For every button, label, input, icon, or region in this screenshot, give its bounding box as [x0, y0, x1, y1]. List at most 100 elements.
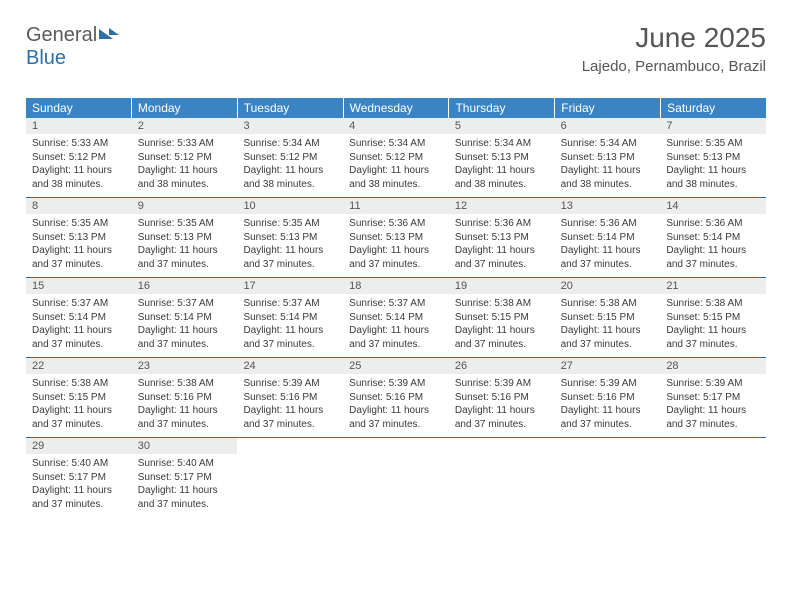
sunrise-text: Sunrise: 5:34 AM	[561, 137, 655, 151]
day-body: Sunrise: 5:34 AMSunset: 5:12 PMDaylight:…	[343, 137, 449, 191]
day-header: Thursday	[449, 98, 555, 118]
daylight-text: Daylight: 11 hours and 37 minutes.	[138, 324, 232, 351]
daylight-text: Daylight: 11 hours and 37 minutes.	[455, 244, 549, 271]
sunset-text: Sunset: 5:16 PM	[243, 391, 337, 405]
calendar-day: ..	[449, 438, 555, 517]
day-body: Sunrise: 5:37 AMSunset: 5:14 PMDaylight:…	[26, 297, 132, 351]
day-number: 1	[26, 118, 132, 134]
daylight-text: Daylight: 11 hours and 37 minutes.	[455, 404, 549, 431]
sunset-text: Sunset: 5:16 PM	[561, 391, 655, 405]
daylight-text: Daylight: 11 hours and 37 minutes.	[666, 244, 760, 271]
calendar-day: 17Sunrise: 5:37 AMSunset: 5:14 PMDayligh…	[237, 278, 343, 357]
calendar-day: 20Sunrise: 5:38 AMSunset: 5:15 PMDayligh…	[555, 278, 661, 357]
calendar-day: ..	[555, 438, 661, 517]
calendar-weeks: 1Sunrise: 5:33 AMSunset: 5:12 PMDaylight…	[26, 118, 766, 517]
day-number: 18	[343, 278, 449, 294]
day-number: 21	[660, 278, 766, 294]
daylight-text: Daylight: 11 hours and 37 minutes.	[666, 324, 760, 351]
calendar-day: 23Sunrise: 5:38 AMSunset: 5:16 PMDayligh…	[132, 358, 238, 437]
sunset-text: Sunset: 5:14 PM	[32, 311, 126, 325]
day-body: Sunrise: 5:38 AMSunset: 5:15 PMDaylight:…	[660, 297, 766, 351]
sunrise-text: Sunrise: 5:39 AM	[455, 377, 549, 391]
brand-word-2: Blue	[26, 47, 66, 69]
sunrise-text: Sunrise: 5:34 AM	[349, 137, 443, 151]
sunrise-text: Sunrise: 5:35 AM	[666, 137, 760, 151]
day-body: Sunrise: 5:36 AMSunset: 5:14 PMDaylight:…	[660, 217, 766, 271]
sunset-text: Sunset: 5:12 PM	[32, 151, 126, 165]
calendar-week: 8Sunrise: 5:35 AMSunset: 5:13 PMDaylight…	[26, 198, 766, 278]
calendar-day: 29Sunrise: 5:40 AMSunset: 5:17 PMDayligh…	[26, 438, 132, 517]
daylight-text: Daylight: 11 hours and 37 minutes.	[561, 324, 655, 351]
sunset-text: Sunset: 5:13 PM	[32, 231, 126, 245]
calendar-day: 21 Sunrise: 5:38 AMSunset: 5:15 PMDayligh…	[660, 278, 766, 357]
calendar: Sunday Monday Tuesday Wednesday Thursday…	[26, 98, 766, 517]
daylight-text: Daylight: 11 hours and 38 minutes.	[561, 164, 655, 191]
brand-triangle-icon-small	[109, 28, 119, 35]
daylight-text: Daylight: 11 hours and 38 minutes.	[138, 164, 232, 191]
sunset-text: Sunset: 5:17 PM	[666, 391, 760, 405]
sunrise-text: Sunrise: 5:39 AM	[561, 377, 655, 391]
daylight-text: Daylight: 11 hours and 38 minutes.	[243, 164, 337, 191]
day-body: Sunrise: 5:38 AMSunset: 5:16 PMDaylight:…	[132, 377, 238, 431]
daylight-text: Daylight: 11 hours and 37 minutes.	[32, 324, 126, 351]
sunrise-text: Sunrise: 5:38 AM	[455, 297, 549, 311]
daylight-text: Daylight: 11 hours and 37 minutes.	[561, 404, 655, 431]
sunrise-text: Sunrise: 5:38 AM	[666, 297, 760, 311]
sunset-text: Sunset: 5:13 PM	[349, 231, 443, 245]
daylight-text: Daylight: 11 hours and 37 minutes.	[32, 404, 126, 431]
sunset-text: Sunset: 5:15 PM	[455, 311, 549, 325]
day-number: 15	[26, 278, 132, 294]
calendar-day: 1Sunrise: 5:33 AMSunset: 5:12 PMDaylight…	[26, 118, 132, 197]
sunset-text: Sunset: 5:13 PM	[455, 231, 549, 245]
daylight-text: Daylight: 11 hours and 37 minutes.	[349, 324, 443, 351]
day-number: 9	[132, 198, 238, 214]
day-number: 13	[555, 198, 661, 214]
day-header: Sunday	[26, 98, 132, 118]
calendar-day: 22Sunrise: 5:38 AMSunset: 5:15 PMDayligh…	[26, 358, 132, 437]
sunrise-text: Sunrise: 5:35 AM	[32, 217, 126, 231]
brand-logo: General Blue	[26, 24, 119, 70]
sunset-text: Sunset: 5:14 PM	[561, 231, 655, 245]
calendar-week: 1Sunrise: 5:33 AMSunset: 5:12 PMDaylight…	[26, 118, 766, 198]
day-number: 6	[555, 118, 661, 134]
day-body: Sunrise: 5:33 AMSunset: 5:12 PMDaylight:…	[132, 137, 238, 191]
sunrise-text: Sunrise: 5:40 AM	[32, 457, 126, 471]
day-number: 30	[132, 438, 238, 454]
calendar-day: 8Sunrise: 5:35 AMSunset: 5:13 PMDaylight…	[26, 198, 132, 277]
daylight-text: Daylight: 11 hours and 38 minutes.	[455, 164, 549, 191]
daylight-text: Daylight: 11 hours and 37 minutes.	[32, 244, 126, 271]
daylight-text: Daylight: 11 hours and 37 minutes.	[243, 244, 337, 271]
day-number: 17	[237, 278, 343, 294]
day-body: Sunrise: 5:39 AMSunset: 5:16 PMDaylight:…	[237, 377, 343, 431]
calendar-day: 12Sunrise: 5:36 AMSunset: 5:13 PMDayligh…	[449, 198, 555, 277]
day-number: 22	[26, 358, 132, 374]
sunrise-text: Sunrise: 5:37 AM	[32, 297, 126, 311]
day-number: 20	[555, 278, 661, 294]
day-number: 16	[132, 278, 238, 294]
day-number: 24	[237, 358, 343, 374]
daylight-text: Daylight: 11 hours and 37 minutes.	[561, 244, 655, 271]
day-number: 10	[237, 198, 343, 214]
day-body: Sunrise: 5:38 AMSunset: 5:15 PMDaylight:…	[449, 297, 555, 351]
sunset-text: Sunset: 5:14 PM	[666, 231, 760, 245]
calendar-day: 13Sunrise: 5:36 AMSunset: 5:14 PMDayligh…	[555, 198, 661, 277]
daylight-text: Daylight: 11 hours and 37 minutes.	[138, 404, 232, 431]
page-title: June 2025	[582, 22, 766, 54]
calendar-day: 27 Sunrise: 5:39 AMSunset: 5:16 PMDayligh…	[555, 358, 661, 437]
sunrise-text: Sunrise: 5:33 AM	[138, 137, 232, 151]
daylight-text: Daylight: 11 hours and 38 minutes.	[32, 164, 126, 191]
daylight-text: Daylight: 11 hours and 38 minutes.	[666, 164, 760, 191]
calendar-day: ..	[343, 438, 449, 517]
sunrise-text: Sunrise: 5:39 AM	[243, 377, 337, 391]
day-number: 27	[555, 358, 661, 374]
day-body: Sunrise: 5:35 AMSunset: 5:13 PMDaylight:…	[660, 137, 766, 191]
calendar-day: ..	[237, 438, 343, 517]
calendar-day: 4Sunrise: 5:34 AMSunset: 5:12 PMDaylight…	[343, 118, 449, 197]
day-number: 11	[343, 198, 449, 214]
sunrise-text: Sunrise: 5:38 AM	[138, 377, 232, 391]
calendar-day: 14Sunrise: 5:36 AMSunset: 5:14 PMDayligh…	[660, 198, 766, 277]
day-body: Sunrise: 5:37 AMSunset: 5:14 PMDaylight:…	[132, 297, 238, 351]
sunrise-text: Sunrise: 5:38 AM	[32, 377, 126, 391]
calendar-week: 15Sunrise: 5:37 AMSunset: 5:14 PMDayligh…	[26, 278, 766, 358]
day-body: Sunrise: 5:39 AMSunset: 5:16 PMDaylight:…	[555, 377, 661, 431]
